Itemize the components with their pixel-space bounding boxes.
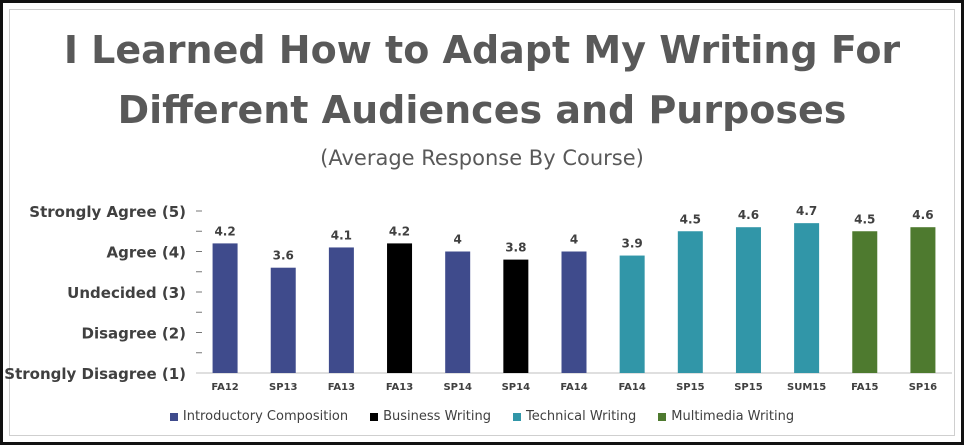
- bar-sp15-technical: [677, 231, 703, 373]
- bar-fa15-multimedia: [852, 231, 878, 373]
- chart-inner-border: [9, 9, 955, 436]
- data-label: 3.9: [622, 237, 643, 251]
- legend-swatch-business: [370, 412, 379, 421]
- chart-subtitle: (Average Response By Course): [320, 146, 644, 170]
- legend-label-business: Business Writing: [383, 409, 492, 424]
- bar-sp16-multimedia: [910, 227, 936, 373]
- x-tick-label: SP16: [909, 382, 937, 393]
- data-label: 4.2: [389, 224, 410, 238]
- data-label: 4.1: [331, 228, 352, 242]
- chart-title-line-1: I Learned How to Adapt My Writing For: [63, 28, 901, 72]
- chart-legend: Introductory Composition Business Writin…: [0, 409, 964, 424]
- data-label: 3.6: [273, 249, 294, 263]
- data-label: 4.7: [796, 204, 817, 218]
- x-tick-label: FA13: [328, 382, 355, 393]
- x-tick-label: SP14: [502, 382, 530, 393]
- bar-sum15-technical: [794, 223, 820, 373]
- x-tick-label: SP13: [269, 382, 297, 393]
- bar-fa13-business: [387, 243, 413, 373]
- chart-title-line-2: Different Audiences and Purposes: [117, 88, 847, 132]
- data-label: 4.5: [854, 212, 875, 226]
- bar-fa14-introductory: [561, 251, 587, 373]
- x-tick-label: FA12: [211, 382, 238, 393]
- data-label: 4.6: [912, 208, 933, 222]
- bar-fa13-introductory: [328, 247, 354, 373]
- legend-label-technical: Technical Writing: [526, 409, 637, 424]
- legend-item-technical: Technical Writing: [513, 409, 636, 424]
- x-tick-label: SP14: [443, 382, 471, 393]
- x-tick-label: SUM15: [787, 382, 826, 393]
- legend-item-business: Business Writing: [370, 409, 491, 424]
- legend-swatch-introductory: [169, 412, 178, 421]
- y-tick-label: Undecided (3): [67, 284, 186, 302]
- y-tick-label: Agree (4): [107, 244, 186, 262]
- legend-item-multimedia: Multimedia Writing: [658, 409, 794, 424]
- bar-fa12-introductory: [212, 243, 238, 373]
- legend-item-introductory: Introductory Composition: [169, 409, 349, 424]
- bar-sp14-business: [503, 259, 529, 373]
- x-tick-label: FA14: [618, 382, 645, 393]
- y-tick-label: Disagree (2): [82, 325, 187, 343]
- data-label: 4.5: [680, 212, 701, 226]
- x-tick-label: SP15: [676, 382, 704, 393]
- y-tick-label: Strongly Disagree (1): [4, 365, 186, 383]
- legend-swatch-technical: [513, 412, 522, 421]
- bar-fa14-technical: [619, 255, 645, 373]
- data-label: 4: [454, 233, 462, 247]
- legend-label-introductory: Introductory Composition: [182, 409, 349, 424]
- bar-sp14-introductory: [445, 251, 471, 373]
- x-tick-label: FA13: [386, 382, 413, 393]
- legend-swatch-multimedia: [658, 412, 667, 421]
- y-tick-label: Strongly Agree (5): [29, 203, 186, 221]
- x-tick-label: SP15: [734, 382, 762, 393]
- data-label: 4: [570, 233, 578, 247]
- legend-label-multimedia: Multimedia Writing: [671, 409, 795, 424]
- data-label: 4.2: [214, 224, 235, 238]
- x-tick-label: FA14: [560, 382, 587, 393]
- x-tick-label: FA15: [851, 382, 878, 393]
- bar-sp15-technical: [735, 227, 761, 373]
- data-label: 4.6: [738, 208, 759, 222]
- bar-sp13-introductory: [270, 267, 296, 373]
- data-label: 3.8: [505, 241, 526, 255]
